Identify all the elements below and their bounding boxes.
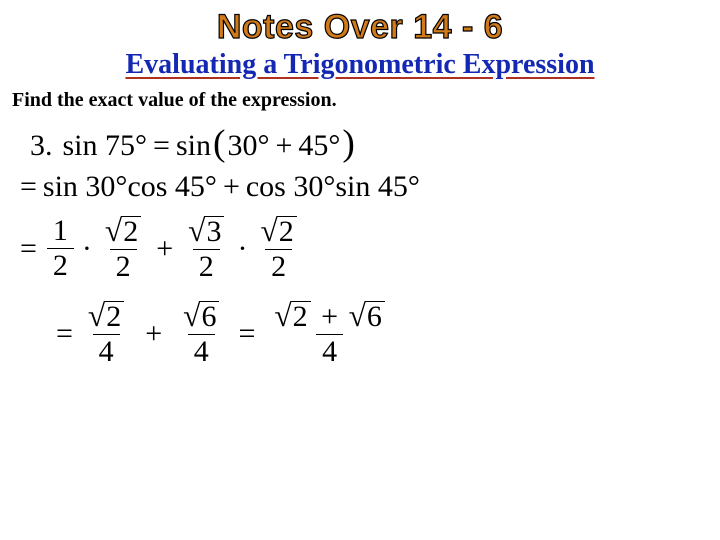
numerator: √ 2 + √ 6 <box>269 300 390 334</box>
sqrt-icon: √ 3 <box>188 215 224 247</box>
sqrt-icon: √ 2 <box>274 300 310 332</box>
numerator: √ 3 <box>183 215 229 249</box>
term-sin45: sin 45° <box>335 171 420 203</box>
page-subtitle: Evaluating a Trigonometric Expression <box>12 49 708 81</box>
frac-1-over-2: 1 2 <box>47 216 74 281</box>
plus-sign: + <box>145 318 162 350</box>
math-line-3: = 1 2 · √ 2 2 + √ <box>14 215 708 282</box>
frac-sqrt2-over-2: √ 2 2 <box>100 215 146 282</box>
lparen: ( <box>213 124 226 163</box>
radicand: 2 <box>104 301 124 332</box>
term-cos45: cos 45° <box>127 171 217 203</box>
radicand: 2 <box>277 216 297 247</box>
radical-symbol: √ <box>88 300 105 332</box>
equals-sign: = <box>56 318 73 350</box>
frac-sqrt6-over-4: √ 6 4 <box>178 300 224 367</box>
plus-sign: + <box>223 171 240 203</box>
term-cos30: cos 30° <box>246 171 336 203</box>
denominator: 4 <box>316 334 343 367</box>
radicand: 2 <box>291 301 311 332</box>
radicand: 2 <box>121 216 141 247</box>
dot-op: · <box>237 233 247 265</box>
equals-sign: = <box>238 318 255 350</box>
numerator: √ 2 <box>100 215 146 249</box>
radical-symbol: √ <box>183 300 200 332</box>
instruction-text: Find the exact value of the expression. <box>12 89 708 112</box>
frac-sqrt2-over-4: √ 2 4 <box>83 300 129 367</box>
sqrt-icon: √ 2 <box>105 215 141 247</box>
frac-sqrt3-over-2: √ 3 2 <box>183 215 229 282</box>
numerator: √ 6 <box>178 300 224 334</box>
sqrt-icon: √ 6 <box>183 300 219 332</box>
sqrt-icon: √ 2 <box>88 300 124 332</box>
angle-45: 45° <box>298 130 340 162</box>
sqrt-icon: √ 6 <box>349 300 385 332</box>
sqrt-icon: √ 2 <box>260 215 296 247</box>
radicand: 3 <box>204 216 224 247</box>
radical-symbol: √ <box>274 300 291 332</box>
equals-sign: = <box>153 130 170 162</box>
plus-sign: + <box>275 130 292 162</box>
term-sin30: sin 30° <box>43 171 128 203</box>
numerator: 1 <box>48 216 73 248</box>
radicand: 6 <box>365 301 385 332</box>
radicand: 6 <box>199 301 219 332</box>
math-line-2: = sin 30° cos 45° + cos 30° sin 45° <box>14 171 708 203</box>
frac-final-answer: √ 2 + √ 6 4 <box>269 300 390 367</box>
rparen: ) <box>342 124 355 163</box>
math-work: 3. sin 75° = sin ( 30° + 45° ) = sin 30°… <box>12 126 708 367</box>
denominator: 2 <box>265 249 292 282</box>
radical-symbol: √ <box>260 215 277 247</box>
numerator: √ 2 <box>83 300 129 334</box>
denominator: 4 <box>188 334 215 367</box>
denominator: 2 <box>193 249 220 282</box>
math-line-4: = √ 2 4 + √ 6 4 <box>50 300 708 367</box>
denominator: 4 <box>93 334 120 367</box>
radical-symbol: √ <box>349 300 366 332</box>
math-line-1: 3. sin 75° = sin ( 30° + 45° ) <box>30 126 708 165</box>
equals-sign: = <box>20 171 37 203</box>
radical-symbol: √ <box>188 215 205 247</box>
plus-sign: + <box>321 300 338 333</box>
plus-sign: + <box>156 233 173 265</box>
denominator: 2 <box>110 249 137 282</box>
dot-op: · <box>82 233 92 265</box>
lhs: sin 75° <box>63 130 148 162</box>
radical-symbol: √ <box>105 215 122 247</box>
denominator: 2 <box>47 248 74 281</box>
problem-number: 3. <box>30 130 53 162</box>
numerator: √ 2 <box>255 215 301 249</box>
frac-sqrt2-over-2-b: √ 2 2 <box>255 215 301 282</box>
equals-sign: = <box>20 233 37 265</box>
sin-text: sin <box>176 130 211 162</box>
banner-title: Notes Over 14 - 6 <box>12 8 708 47</box>
angle-30: 30° <box>227 130 269 162</box>
